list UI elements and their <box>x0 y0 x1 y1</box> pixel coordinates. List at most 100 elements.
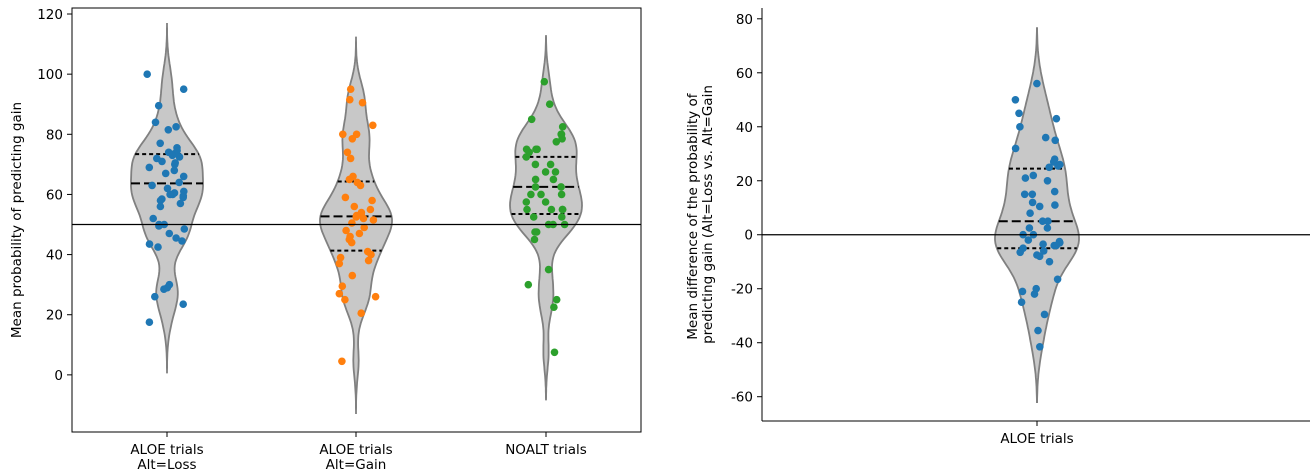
data-point <box>179 172 188 181</box>
violin-body <box>130 23 204 374</box>
data-point <box>366 205 375 214</box>
data-point <box>168 151 177 160</box>
right-axes-spines <box>761 8 1310 422</box>
data-point <box>550 348 559 357</box>
data-point <box>1016 123 1024 131</box>
y-tick-label: 0 <box>744 228 753 244</box>
data-point <box>369 121 377 130</box>
data-point <box>151 118 160 127</box>
data-point <box>347 238 356 247</box>
data-point <box>1038 217 1047 225</box>
data-point <box>335 289 344 298</box>
data-point <box>171 160 179 169</box>
data-point <box>549 175 558 184</box>
data-point <box>367 250 375 259</box>
data-point <box>155 222 163 230</box>
data-point <box>1026 209 1034 217</box>
data-point <box>1045 163 1053 172</box>
x-tick-label: ALOE trials <box>1000 431 1073 447</box>
data-point <box>1028 198 1037 207</box>
data-point <box>531 175 540 184</box>
left-y-axis-label: Mean probability of predicting gain <box>9 102 25 338</box>
data-point <box>180 225 189 233</box>
right-y-axis-label: Mean difference of the probability of pr… <box>685 85 716 344</box>
y-tick-label: -20 <box>731 282 753 298</box>
data-point <box>151 292 159 301</box>
data-point <box>161 169 170 178</box>
right-violin-panel: -60 -40 -20 0 20 40 60 80 ALOE trials Mean diff… <box>685 8 1310 447</box>
data-point <box>558 135 566 143</box>
data-point <box>1040 310 1049 319</box>
data-point <box>163 184 172 193</box>
data-point <box>360 223 369 232</box>
data-point <box>540 77 549 86</box>
y-tick-label: -60 <box>731 390 753 406</box>
data-point <box>145 240 154 248</box>
data-point <box>544 265 553 274</box>
data-point <box>531 160 540 169</box>
data-point <box>156 139 164 148</box>
y-tick-label: 20 <box>46 308 63 324</box>
data-point <box>1035 202 1044 211</box>
left-points <box>143 70 569 366</box>
x-tick-label: Alt=Gain <box>326 457 387 473</box>
data-point <box>527 115 536 124</box>
data-point <box>338 282 347 291</box>
data-point <box>149 214 157 223</box>
y-tick-label: 60 <box>46 187 63 203</box>
data-point <box>348 135 357 143</box>
data-point <box>523 205 531 214</box>
right-y-axis-label-line-1: Mean difference of the probability of <box>685 92 701 339</box>
data-point <box>1054 162 1062 170</box>
data-point <box>160 285 168 294</box>
data-point <box>541 198 550 206</box>
data-point <box>335 259 344 268</box>
data-point <box>522 153 531 161</box>
data-point <box>552 138 561 146</box>
y-tick-label: -40 <box>731 336 753 352</box>
left-y-axis-ticks: 0 20 40 60 80 100 120 <box>37 7 72 384</box>
data-point <box>1024 236 1033 244</box>
data-point <box>1028 190 1037 199</box>
data-point <box>179 193 187 202</box>
data-point <box>172 234 180 242</box>
data-point <box>1039 240 1047 248</box>
data-point <box>1036 343 1044 351</box>
data-point <box>356 181 365 190</box>
data-point <box>1051 201 1059 209</box>
data-point <box>164 126 173 134</box>
data-point <box>339 130 347 139</box>
data-point <box>358 98 367 107</box>
data-point <box>336 253 345 262</box>
data-point <box>557 190 566 199</box>
data-point <box>178 237 186 245</box>
data-point <box>552 295 561 304</box>
right-violins <box>994 27 1080 403</box>
data-point <box>522 198 531 206</box>
data-point <box>1029 171 1038 180</box>
data-point <box>1045 257 1054 266</box>
data-point <box>532 145 540 154</box>
data-point <box>343 148 352 157</box>
violin-body <box>509 35 583 401</box>
data-point <box>355 229 364 238</box>
data-point <box>1033 79 1041 88</box>
data-point <box>342 226 350 235</box>
data-point <box>1051 136 1059 145</box>
data-point <box>341 193 350 202</box>
data-point <box>1053 275 1062 284</box>
data-point <box>165 229 174 238</box>
data-point <box>348 219 356 227</box>
data-point <box>352 213 361 221</box>
right-y-axis-label-line-2: predicting gain (Alt=Loss vs. Alt=Gain <box>700 85 716 344</box>
data-point <box>1052 114 1061 123</box>
data-point <box>346 154 355 163</box>
data-point <box>558 213 566 221</box>
y-tick-label: 60 <box>736 66 753 82</box>
data-point <box>1011 144 1020 153</box>
data-point <box>179 300 187 309</box>
data-point <box>345 175 354 184</box>
x-tick-label: NOALT trials <box>505 442 587 458</box>
data-point <box>156 196 165 205</box>
